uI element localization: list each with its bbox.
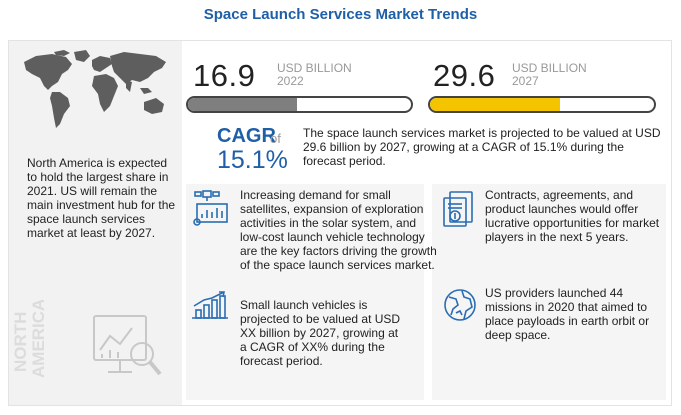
globe-icon bbox=[444, 289, 476, 321]
contracts-text: Contracts, agreements, and product launc… bbox=[485, 188, 660, 244]
us-missions-text: US providers launched 44 missions in 202… bbox=[485, 286, 650, 342]
small-vehicles-text: Small launch vehicles is projected to be… bbox=[240, 298, 401, 368]
growth-bars-icon bbox=[192, 291, 228, 319]
value-2027: 29.6 bbox=[433, 58, 496, 93]
cagr-description: The space launch services market is proj… bbox=[303, 126, 661, 168]
value-2022: 16.9 bbox=[193, 58, 256, 93]
north-label: NORTH bbox=[11, 312, 30, 372]
north-america-vertical-label: NORTH AMERICA bbox=[11, 300, 48, 378]
year-2027: 2027 bbox=[512, 74, 539, 88]
card-right bbox=[432, 184, 666, 400]
money-documents-icon bbox=[443, 191, 473, 227]
cagr-of: of bbox=[270, 131, 281, 146]
progress-bar-2022 bbox=[186, 96, 413, 113]
unit-2027: USD BILLION bbox=[512, 61, 587, 75]
year-2022: 2022 bbox=[277, 74, 304, 88]
progress-fill-2022 bbox=[188, 98, 298, 111]
world-map-icon bbox=[24, 50, 166, 128]
card-left bbox=[186, 184, 424, 400]
chart-magnifier-icon bbox=[93, 315, 162, 376]
satellite-chart-icon bbox=[193, 190, 228, 226]
unit-2022: USD BILLION bbox=[277, 61, 352, 75]
drivers-text: Increasing demand for small satellites, … bbox=[240, 188, 437, 272]
cagr-value: 15.1% bbox=[217, 146, 288, 174]
america-label: AMERICA bbox=[29, 300, 48, 378]
progress-bar-2027 bbox=[428, 96, 656, 113]
region-description: North America is expected to hold the la… bbox=[27, 156, 176, 240]
cagr-label: CAGR bbox=[217, 125, 276, 147]
page-title: Space Launch Services Market Trends bbox=[203, 6, 478, 23]
progress-fill-2027 bbox=[430, 98, 560, 111]
